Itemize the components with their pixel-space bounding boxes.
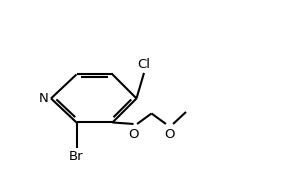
Text: O: O bbox=[128, 128, 139, 141]
Text: Br: Br bbox=[69, 150, 84, 163]
Text: O: O bbox=[164, 128, 175, 141]
Text: N: N bbox=[39, 92, 49, 105]
Text: Cl: Cl bbox=[137, 58, 151, 71]
